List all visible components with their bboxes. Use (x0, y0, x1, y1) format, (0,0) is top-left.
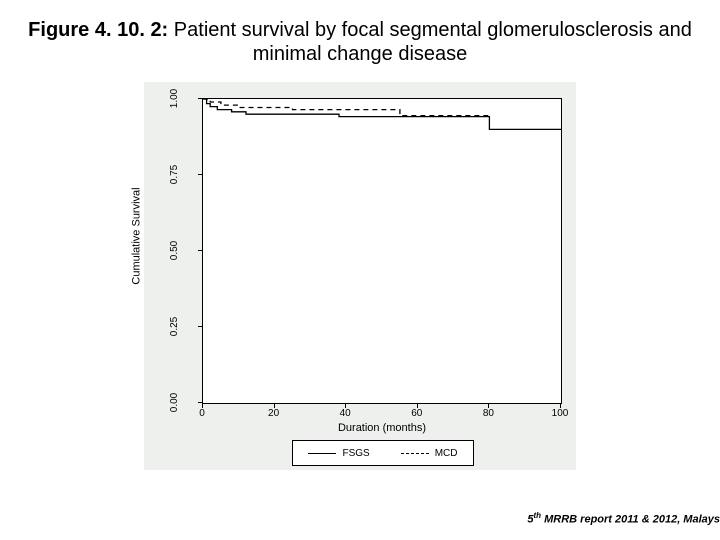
y-tick-mark (198, 174, 202, 175)
source-footnote: 5th MRRB report 2011 & 2012, Malays (527, 511, 720, 526)
legend: FSGS MCD (292, 440, 474, 466)
x-tick-label: 0 (199, 408, 205, 419)
x-tick-mark (345, 404, 346, 408)
legend-swatch-solid (308, 453, 336, 454)
y-tick-label: 0.25 (170, 316, 181, 335)
x-tick-mark (202, 404, 203, 408)
figure-number: Figure 4. 10. 2: (28, 19, 168, 41)
y-tick-label: 1.00 (170, 88, 181, 107)
x-tick-label: 100 (552, 408, 569, 419)
x-tick-label: 20 (268, 408, 279, 419)
y-tick-mark (198, 326, 202, 327)
legend-item-mcd: MCD (401, 448, 458, 459)
y-tick-label: 0.75 (170, 164, 181, 183)
x-tick-label: 80 (483, 408, 494, 419)
x-axis-label: Duration (months) (202, 422, 562, 434)
x-tick-mark (488, 404, 489, 408)
x-tick-label: 60 (411, 408, 422, 419)
x-tick-label: 40 (340, 408, 351, 419)
figure-caption: Patient survival by focal segmental glom… (174, 19, 692, 65)
y-tick-mark (198, 98, 202, 99)
x-tick-mark (560, 404, 561, 408)
x-tick-mark (274, 404, 275, 408)
plot-area (202, 98, 562, 404)
legend-item-fsgs: FSGS (308, 448, 369, 459)
x-tick-mark (417, 404, 418, 408)
survival-chart: Cumulative Survival 0.000.250.500.751.00… (144, 82, 576, 470)
legend-label: MCD (435, 448, 458, 459)
legend-label: FSGS (342, 448, 369, 459)
series-fsgs (203, 99, 561, 129)
y-tick-mark (198, 402, 202, 403)
y-tick-label: 0.00 (170, 392, 181, 411)
plot-svg (203, 99, 561, 403)
y-tick-label: 0.50 (170, 240, 181, 259)
legend-swatch-dash (401, 453, 429, 454)
y-tick-mark (198, 250, 202, 251)
y-axis-label-wrap: Cumulative Survival (140, 82, 160, 388)
y-axis-label: Cumulative Survival (131, 187, 143, 284)
figure-title: Figure 4. 10. 2: Patient survival by foc… (0, 18, 720, 66)
